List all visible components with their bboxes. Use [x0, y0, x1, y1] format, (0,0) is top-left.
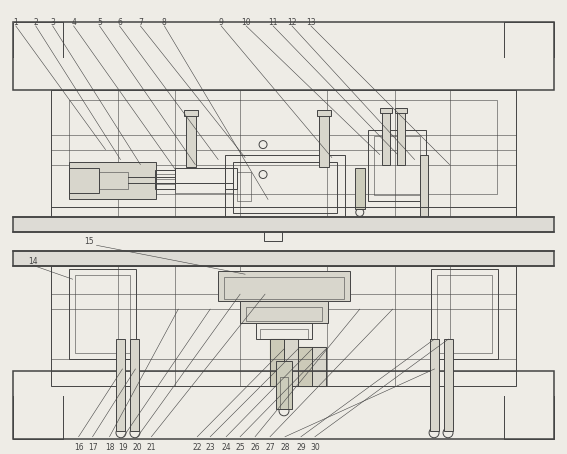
Bar: [240, 301, 328, 323]
Bar: [246, 307, 322, 321]
Bar: [130, 339, 139, 431]
Text: 2: 2: [33, 18, 38, 27]
Bar: [380, 108, 392, 113]
Text: 30: 30: [310, 443, 320, 452]
Bar: [443, 339, 452, 431]
Bar: [69, 269, 137, 359]
Text: 22: 22: [193, 443, 202, 452]
Bar: [276, 361, 292, 409]
Bar: [75, 275, 130, 353]
Bar: [430, 269, 498, 359]
Bar: [224, 277, 344, 299]
Text: 26: 26: [250, 443, 260, 452]
Bar: [260, 329, 308, 339]
Text: 23: 23: [205, 443, 215, 452]
Bar: [382, 110, 390, 164]
Text: 5: 5: [97, 18, 102, 27]
Bar: [319, 112, 329, 167]
Text: 17: 17: [88, 443, 98, 452]
Bar: [395, 108, 407, 113]
Bar: [50, 90, 517, 219]
Bar: [50, 207, 517, 219]
Polygon shape: [298, 347, 312, 386]
Text: 6: 6: [117, 18, 122, 27]
Polygon shape: [284, 339, 298, 386]
Text: 1: 1: [14, 18, 18, 27]
Bar: [184, 110, 198, 116]
Text: 29: 29: [296, 443, 306, 452]
Text: 12: 12: [287, 18, 297, 27]
Text: 21: 21: [147, 443, 156, 452]
Bar: [430, 339, 438, 431]
Text: 11: 11: [268, 18, 278, 27]
Bar: [264, 219, 282, 242]
Text: 19: 19: [119, 443, 128, 452]
Bar: [420, 154, 428, 219]
Bar: [175, 168, 233, 183]
Text: 27: 27: [265, 443, 275, 452]
Text: 18: 18: [105, 443, 114, 452]
Bar: [225, 168, 237, 189]
Bar: [155, 169, 175, 189]
Bar: [233, 162, 337, 213]
Bar: [258, 219, 288, 232]
Bar: [225, 154, 345, 219]
Bar: [50, 266, 517, 386]
Text: 8: 8: [162, 18, 167, 27]
Text: 15: 15: [84, 237, 94, 247]
Bar: [69, 100, 497, 194]
Bar: [13, 251, 554, 266]
Bar: [280, 377, 288, 409]
Text: 3: 3: [50, 18, 55, 27]
Text: 16: 16: [74, 443, 83, 452]
Text: 20: 20: [133, 443, 142, 452]
Bar: [237, 172, 251, 202]
Bar: [187, 112, 196, 167]
Bar: [99, 172, 129, 189]
Text: 10: 10: [242, 18, 251, 27]
Bar: [317, 110, 331, 116]
Text: 4: 4: [71, 18, 76, 27]
Bar: [69, 168, 99, 193]
Bar: [69, 162, 156, 199]
Bar: [355, 168, 365, 209]
Bar: [13, 22, 554, 90]
Bar: [437, 275, 492, 353]
Bar: [374, 136, 420, 195]
Bar: [397, 110, 405, 164]
Text: 28: 28: [280, 443, 290, 452]
Polygon shape: [270, 339, 284, 386]
Bar: [256, 323, 312, 339]
Bar: [218, 271, 350, 301]
Text: 9: 9: [219, 18, 223, 27]
Text: 24: 24: [221, 443, 231, 452]
Bar: [368, 130, 426, 202]
Bar: [13, 22, 62, 57]
Text: 13: 13: [306, 18, 316, 27]
Bar: [175, 183, 233, 193]
Text: 25: 25: [235, 443, 245, 452]
Bar: [13, 371, 554, 439]
Text: 7: 7: [138, 18, 143, 27]
Text: 14: 14: [28, 257, 37, 266]
Bar: [13, 217, 554, 232]
Polygon shape: [312, 347, 326, 386]
Bar: [116, 339, 125, 431]
